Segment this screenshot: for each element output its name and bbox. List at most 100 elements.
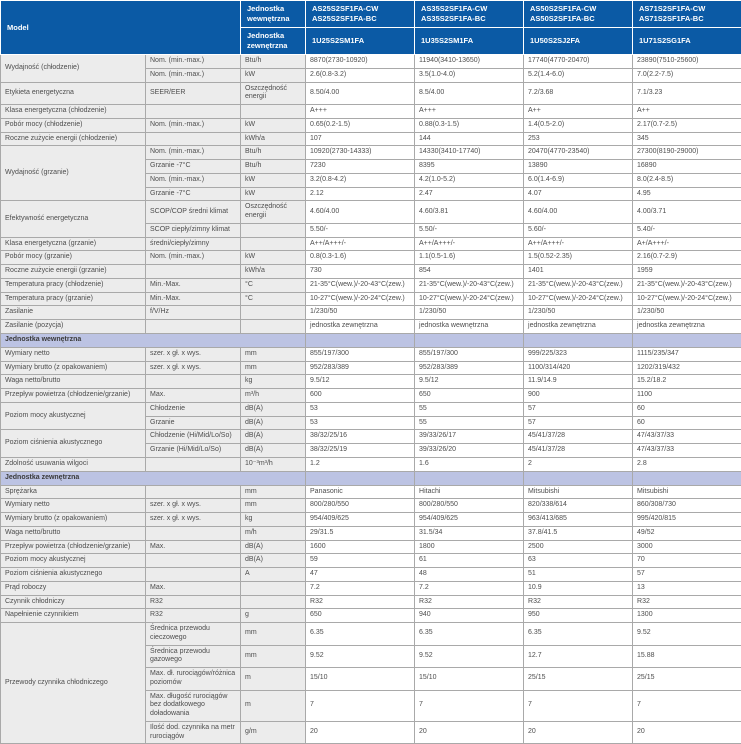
section-cell	[524, 471, 633, 485]
unit-cell: kg	[241, 375, 306, 389]
value-cell: 2500	[524, 540, 633, 554]
value-cell: 9.5/12	[306, 375, 415, 389]
value-cell: A+++	[415, 105, 524, 119]
value-cell: 952/283/389	[306, 361, 415, 375]
value-cell: 39/33/26/17	[415, 430, 524, 444]
unit-cell: Btu/h	[241, 55, 306, 69]
row-label: Roczne zużycie energii (grzanie)	[1, 265, 146, 279]
value-cell: 1800	[415, 540, 524, 554]
row-sublabel	[146, 554, 241, 568]
value-cell: Hitachi	[415, 485, 524, 499]
value-cell: 5.60/-	[524, 223, 633, 237]
row-label: Zdolność usuwania wilgoci	[1, 457, 146, 471]
section-cell	[633, 333, 741, 347]
value-cell: 1115/235/347	[633, 347, 741, 361]
unit-cell: °C	[241, 278, 306, 292]
value-cell: 3.5(1.0-4.0)	[415, 68, 524, 82]
unit-cell	[241, 581, 306, 595]
value-cell: 10.9	[524, 581, 633, 595]
value-cell: 9.52	[415, 645, 524, 668]
unit-cell: 10⁻³m³/h	[241, 457, 306, 471]
row-sublabel: Nom. (min.-max.)	[146, 68, 241, 82]
value-cell: A++/A+++/-	[524, 237, 633, 251]
row-label: Wymiary brutto (z opakowaniem)	[1, 361, 146, 375]
value-cell: 800/280/550	[306, 499, 415, 513]
value-cell: 650	[415, 389, 524, 403]
row-label: Zasilanie (pozycja)	[1, 320, 146, 334]
row-sublabel	[146, 457, 241, 471]
value-cell: 15.88	[633, 645, 741, 668]
value-cell: 345	[633, 132, 741, 146]
value-cell: A+++	[306, 105, 415, 119]
value-cell: 144	[415, 132, 524, 146]
table-row: Pobór mocy (chłodzenie)Nom. (min.-max.)k…	[1, 118, 741, 132]
value-cell: 21-35°C(wew.)/-20-43°C(zew.)	[633, 278, 741, 292]
value-cell: 600	[306, 389, 415, 403]
unit-cell: mm	[241, 485, 306, 499]
row-sublabel: Grzanie	[146, 416, 241, 430]
row-label: Wymiary netto	[1, 347, 146, 361]
value-cell: 855/197/300	[306, 347, 415, 361]
row-sublabel: Grzanie -7°C	[146, 187, 241, 201]
value-cell: 1959	[633, 265, 741, 279]
value-cell: 963/413/685	[524, 513, 633, 527]
value-cell: 21-35°C(wew.)/-20-43°C(zew.)	[306, 278, 415, 292]
value-cell: 1.6	[415, 457, 524, 471]
row-sublabel: Ilość dod. czynnika na metr rurociągów	[146, 721, 241, 744]
value-cell: Mitsubishi	[633, 485, 741, 499]
value-cell: 45/41/37/28	[524, 430, 633, 444]
row-sublabel: Max.	[146, 540, 241, 554]
unit-cell	[241, 320, 306, 334]
value-cell: 8395	[415, 160, 524, 174]
value-cell: 1100	[633, 389, 741, 403]
unit-cell: g/m	[241, 721, 306, 744]
table-row: Klasa energetyczna (grzanie)średni/ciepł…	[1, 237, 741, 251]
row-sublabel: szer. x gł. x wys.	[146, 347, 241, 361]
value-cell: 8.0(2.4-8.5)	[633, 173, 741, 187]
row-sublabel: Nom. (min.-max.)	[146, 251, 241, 265]
value-cell: 23890(7510-25600)	[633, 55, 741, 69]
value-cell: 39/33/26/20	[415, 444, 524, 458]
value-cell: 37.8/41.5	[524, 526, 633, 540]
unit-cell: m	[241, 668, 306, 691]
value-cell: 0.8(0.3-1.6)	[306, 251, 415, 265]
value-cell: 9.52	[633, 623, 741, 646]
value-cell: jednostka zewnętrzna	[633, 320, 741, 334]
row-sublabel: Chłodzenie	[146, 402, 241, 416]
unit-cell: A	[241, 568, 306, 582]
value-cell: 7.2	[306, 581, 415, 595]
section-cell	[415, 333, 524, 347]
section-cell	[415, 471, 524, 485]
row-label: Etykieta energetyczna	[1, 82, 146, 105]
value-cell: 1.5(0.52-2.35)	[524, 251, 633, 265]
value-cell: 20	[633, 721, 741, 744]
unit-cell: Btu/h	[241, 146, 306, 160]
value-cell: 1401	[524, 265, 633, 279]
unit-cell	[241, 223, 306, 237]
value-cell: jednostka zewnętrzna	[524, 320, 633, 334]
value-cell: 20470(4770-23540)	[524, 146, 633, 160]
value-cell: 7	[306, 690, 415, 721]
row-label: Wymiary brutto (z opakowaniem)	[1, 513, 146, 527]
value-cell: R32	[633, 595, 741, 609]
unit-cell: kWh/a	[241, 132, 306, 146]
row-sublabel: średni/ciepły/zimny	[146, 237, 241, 251]
value-cell: 48	[415, 568, 524, 582]
value-cell: 13	[633, 581, 741, 595]
outdoor-model-2: 1U35S2SM1FA	[415, 28, 524, 55]
table-row: Klasa energetyczna (chłodzenie)A+++A+++A…	[1, 105, 741, 119]
section-row: Jednostka zewnętrzna	[1, 471, 741, 485]
row-label: Czynnik chłodniczy	[1, 595, 146, 609]
unit-cell: m/h	[241, 526, 306, 540]
unit-cell: kg	[241, 513, 306, 527]
